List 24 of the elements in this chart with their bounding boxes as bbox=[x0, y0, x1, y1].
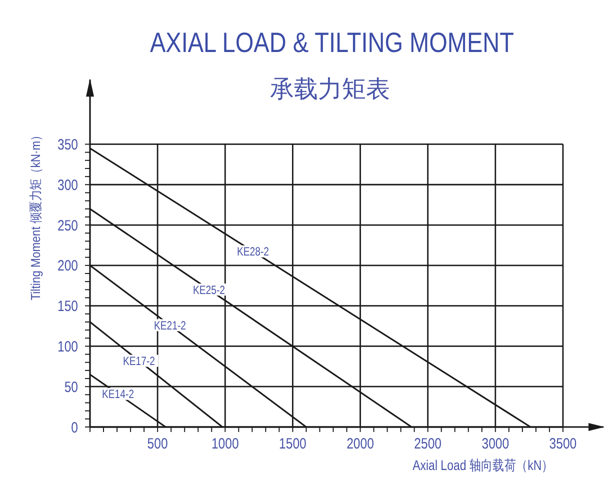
y-tick-label: 300 bbox=[57, 176, 78, 194]
chart-title: AXIAL LOAD & TILTING MOMENT bbox=[150, 28, 514, 58]
y-tick-label: 100 bbox=[57, 338, 78, 355]
y-axis-title: Tilting Moment 倾覆力矩（kN·m） bbox=[28, 130, 44, 300]
series-label: KE17-2 bbox=[122, 355, 156, 368]
x-tick-label: 1500 bbox=[279, 436, 307, 452]
y-tick-label: 350 bbox=[57, 136, 78, 153]
series-label: KE25-2 bbox=[192, 284, 226, 298]
y-tick-label: 0 bbox=[71, 419, 78, 436]
x-tick-label: 1000 bbox=[211, 436, 240, 452]
x-tick-label: 500 bbox=[147, 436, 168, 452]
x-tick-label: 2000 bbox=[346, 436, 374, 452]
x-tick-label: 3000 bbox=[482, 436, 510, 452]
x-tick-label: 3500 bbox=[549, 436, 577, 452]
y-tick-label: 250 bbox=[57, 217, 78, 234]
series-label: KE28-2 bbox=[236, 246, 269, 259]
y-tick-label: 150 bbox=[57, 298, 78, 314]
series-label: KE21-2 bbox=[154, 319, 186, 333]
chart-subtitle: 承载力矩表 bbox=[270, 76, 390, 103]
y-tick-label: 200 bbox=[57, 258, 78, 274]
series-label: KE14-2 bbox=[102, 388, 134, 402]
x-tick-label: 2500 bbox=[414, 436, 442, 452]
y-tick-label: 50 bbox=[64, 378, 78, 396]
x-axis-title: Axial Load 轴向载荷（kN） bbox=[412, 456, 554, 474]
